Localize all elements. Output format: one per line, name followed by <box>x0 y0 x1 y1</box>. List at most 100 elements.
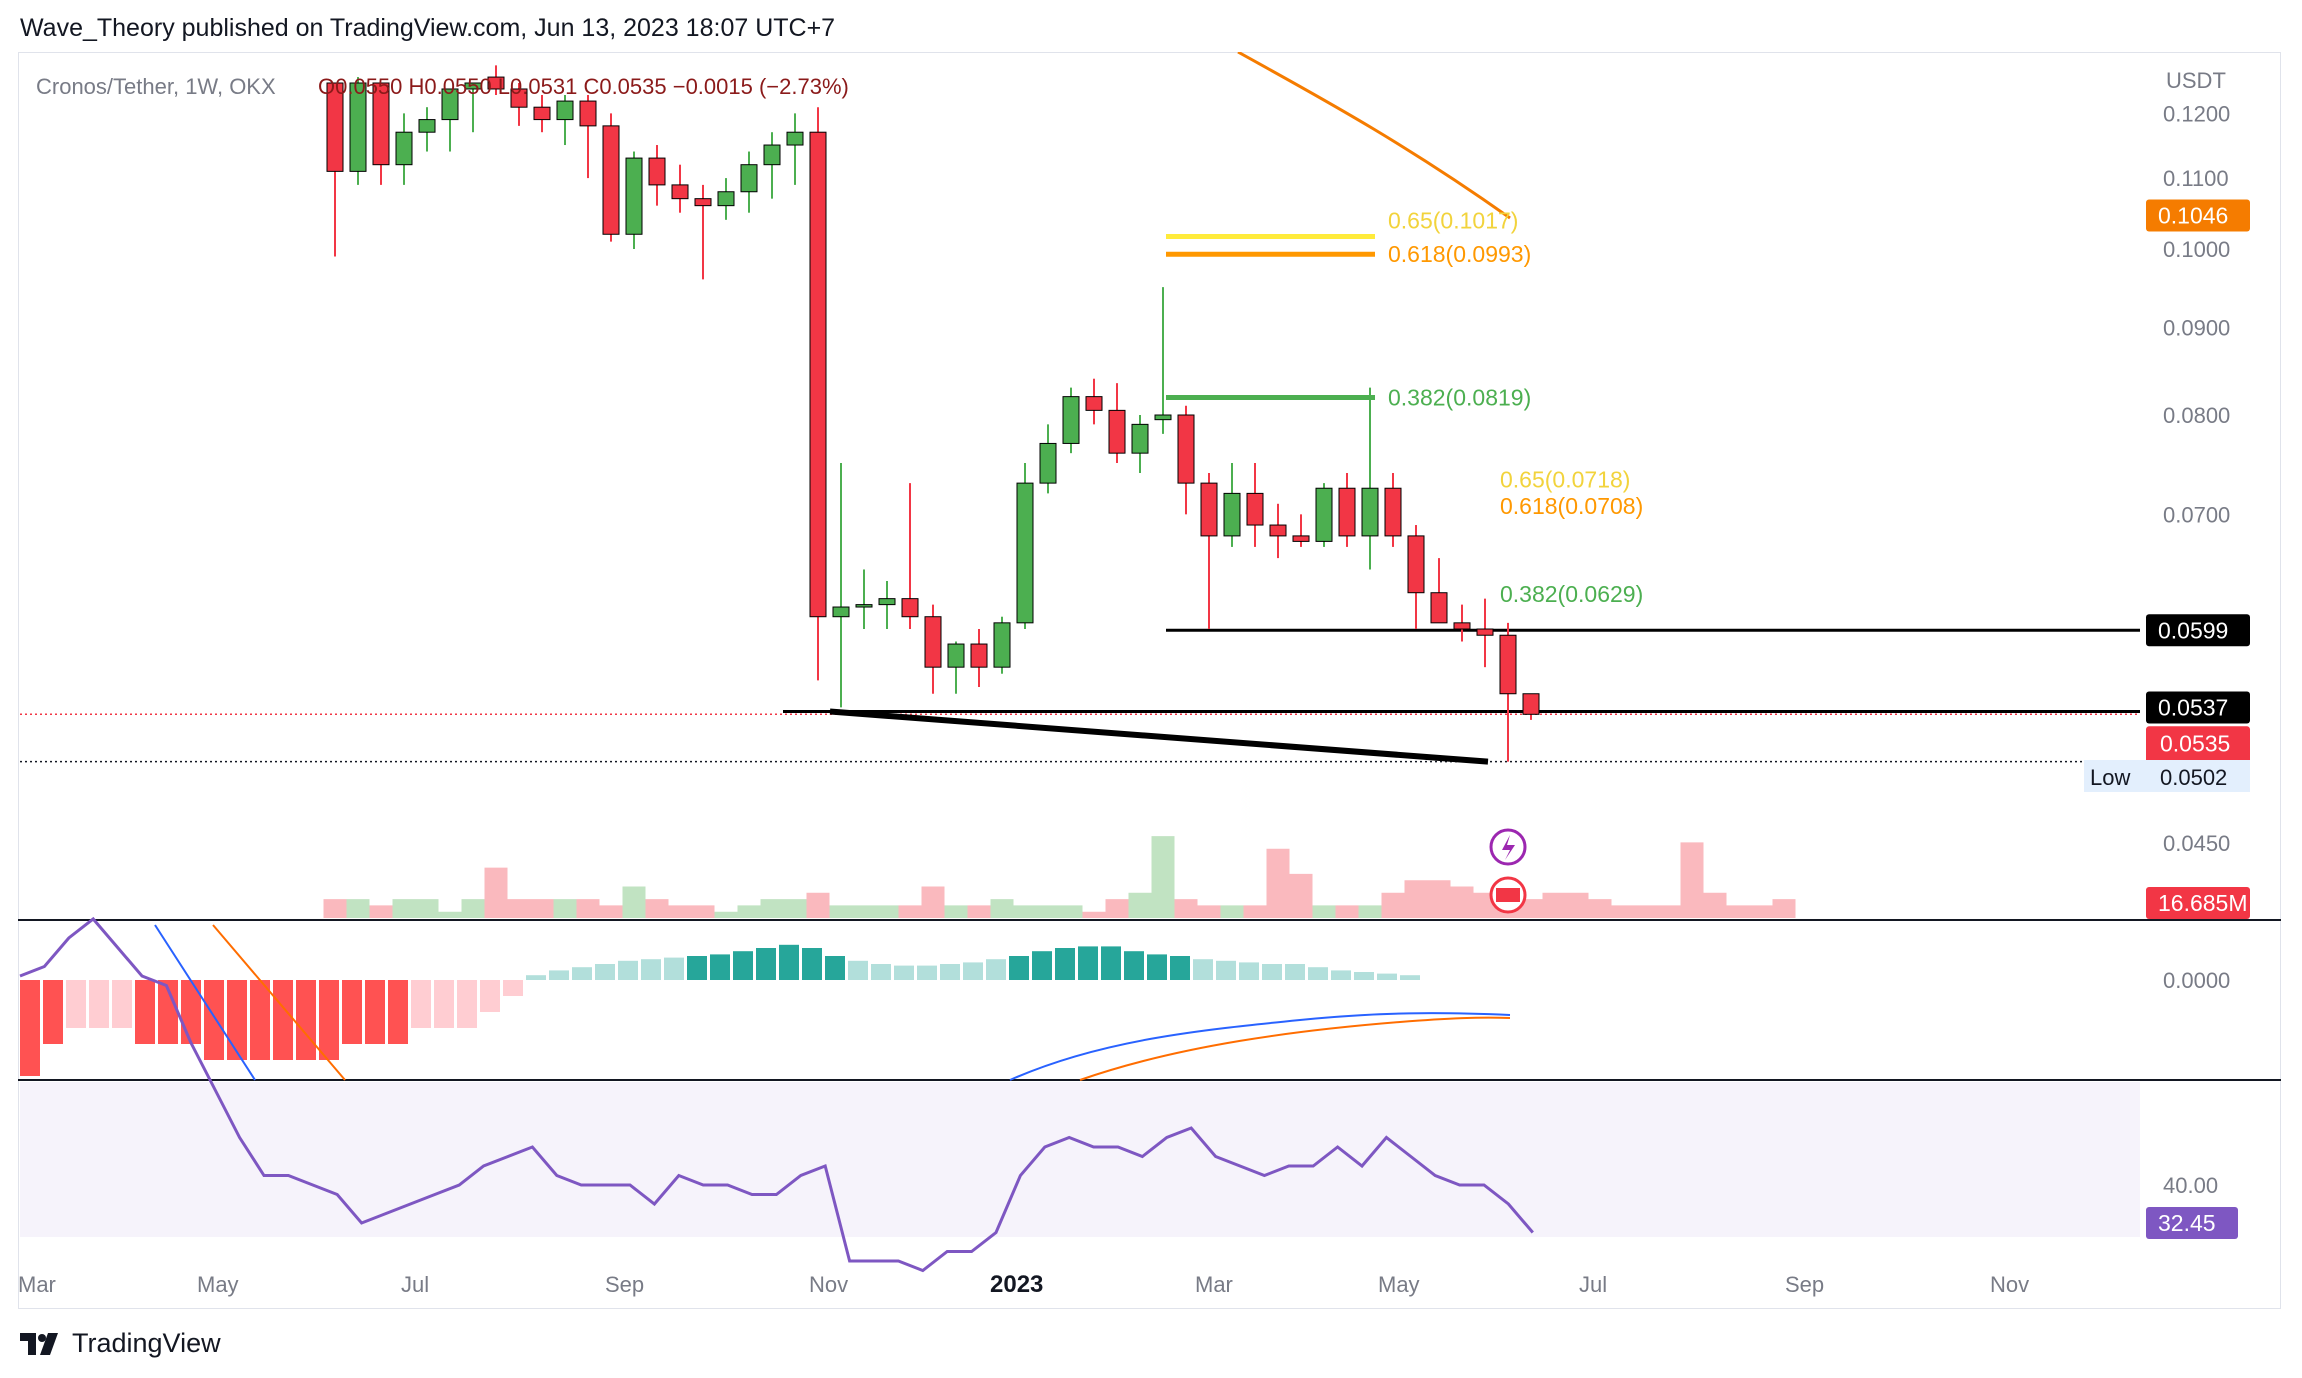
level-price-tag-text: 0.0599 <box>2158 617 2228 643</box>
tradingview-logo[interactable]: TradingView <box>20 1328 221 1359</box>
low-value: 0.0502 <box>2160 765 2227 790</box>
candle-body <box>1407 535 1425 594</box>
macd-bar <box>434 980 454 1028</box>
macd-bar <box>319 980 339 1060</box>
macd-bar <box>1308 967 1328 980</box>
candle <box>1154 287 1172 434</box>
volume-bar <box>553 899 577 918</box>
macd-bar <box>1055 948 1075 980</box>
volume-bar <box>1427 880 1451 918</box>
level-price-tag-text: 0.0537 <box>2158 695 2228 721</box>
tradingview-logo-icon <box>20 1332 58 1355</box>
ma-price-tag: 0.1046 <box>2146 199 2250 232</box>
fib-label: 0.382(0.0629) <box>1500 581 1643 607</box>
candle <box>717 178 735 220</box>
candle-body <box>487 76 505 90</box>
rsi-tag: 32.45 <box>2146 1207 2238 1239</box>
volume-bar <box>1611 905 1635 918</box>
volume-bar <box>1335 905 1359 918</box>
volume-bar <box>1680 842 1704 918</box>
candle <box>1177 405 1195 515</box>
volume-bar <box>806 892 830 918</box>
symbol-label: Cronos/Tether, 1W, OKX <box>36 74 276 99</box>
candle-body <box>1223 492 1241 537</box>
volume-bar <box>645 899 669 918</box>
candle <box>694 184 712 280</box>
macd-bar <box>1078 946 1098 980</box>
candle <box>1384 472 1402 547</box>
candle-body <box>1476 628 1494 636</box>
time-tick-label: Nov <box>809 1272 848 1297</box>
volume-bar <box>1772 899 1796 918</box>
currency-label: USDT <box>2166 68 2226 93</box>
macd-bar <box>66 980 86 1028</box>
macd-bar <box>112 980 132 1028</box>
macd-bar <box>503 980 523 996</box>
volume-bar <box>760 899 784 918</box>
macd-bar <box>733 951 753 980</box>
low-tag: Low 0.0502 <box>2084 760 2250 792</box>
volume-bar <box>714 911 738 918</box>
price-tick-label: 0.1200 <box>2163 101 2230 126</box>
candle <box>671 164 689 213</box>
macd-bar <box>595 964 615 980</box>
candle <box>349 77 367 185</box>
time-tick-label: Nov <box>1990 1272 2029 1297</box>
candle-body <box>625 157 643 235</box>
candle-body <box>1338 487 1356 537</box>
candle-body <box>1430 592 1448 624</box>
candle-body <box>556 100 574 121</box>
volume-bar <box>1266 848 1290 918</box>
volume-bar <box>783 899 807 918</box>
volume-bar <box>944 905 968 918</box>
candle <box>1108 383 1126 464</box>
volume-bar <box>1588 899 1612 918</box>
volume-bar <box>829 905 853 918</box>
volume-bar <box>1381 892 1405 918</box>
candle-body <box>763 144 781 166</box>
macd-bar <box>250 980 270 1060</box>
descending-trendline <box>829 708 1489 765</box>
volume-bar <box>1634 905 1658 918</box>
volume-bar <box>1151 836 1175 918</box>
macd-bar <box>572 967 592 980</box>
fib-levels-layer: 0.65(0.1017) 0.618(0.0993) 0.382(0.0819) 0.… <box>1166 207 1643 607</box>
candle <box>786 113 804 185</box>
macd-bar <box>365 980 385 1044</box>
volume-bar <box>1542 892 1566 918</box>
candle-body <box>1522 693 1540 715</box>
candle <box>648 145 666 206</box>
macd-bar <box>779 944 799 980</box>
macd-bar <box>273 980 293 1060</box>
candle-body <box>349 82 367 172</box>
macd-bar <box>388 980 408 1044</box>
candle <box>1522 693 1540 720</box>
volume-bar <box>1519 899 1543 918</box>
volume-bar <box>1174 899 1198 918</box>
candle-body <box>441 88 459 121</box>
candle-body <box>671 184 689 200</box>
candle <box>1131 415 1149 473</box>
macd-bar <box>710 954 730 980</box>
rsi-tick-label: 40.00 <box>2163 1173 2218 1198</box>
volume-bar <box>1220 905 1244 918</box>
candle-body <box>1131 423 1149 454</box>
volume-bar <box>1036 905 1060 918</box>
volume-bar <box>392 899 416 918</box>
macd-bar <box>1101 946 1121 980</box>
candle-body <box>1384 487 1402 537</box>
candle-body <box>1039 442 1057 484</box>
macd-bar <box>1285 964 1305 980</box>
chart-frame <box>18 52 2281 1309</box>
time-tick-label: May <box>197 1272 239 1297</box>
volume-bar <box>737 905 761 918</box>
level-price-tag-bg <box>2146 691 2250 724</box>
time-tick-label: Jul <box>1579 1272 1607 1297</box>
level-price-tag: 0.0599 <box>2146 614 2250 647</box>
macd-bar <box>1239 962 1259 980</box>
level-price-tag-bg <box>2146 614 2250 647</box>
publisher-line: Wave_Theory published on TradingView.com… <box>20 14 836 42</box>
candle <box>763 132 781 199</box>
candle-body <box>832 606 850 618</box>
